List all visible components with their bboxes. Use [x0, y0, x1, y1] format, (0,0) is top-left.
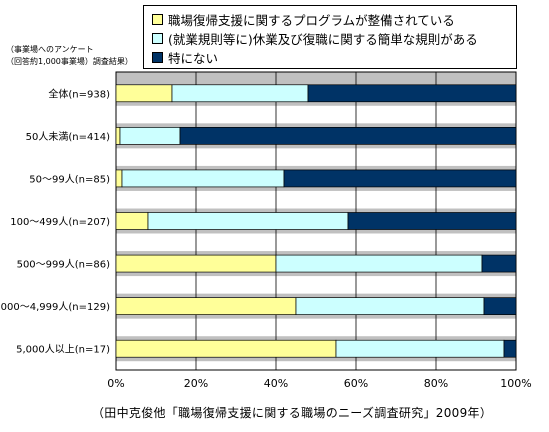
x-tick-label: 100%: [500, 377, 531, 390]
bar-segment: [115, 84, 173, 103]
survey-note-line-2: （回答約1,000事業場）調査結果）: [6, 57, 133, 66]
bar-segment: [503, 339, 517, 358]
bar-segment: [115, 297, 297, 315]
legend-item-none: 特にない: [152, 48, 218, 66]
band-divider: [116, 148, 516, 166]
legend-swatch-rules: [152, 32, 163, 44]
band-divider: [116, 105, 516, 124]
category-label: 1,000〜4,999人(n=129): [0, 301, 110, 313]
band-divider: [116, 318, 516, 337]
x-tick-label: 80%: [424, 377, 448, 390]
category-label: 50〜99人(n=85): [29, 173, 110, 185]
x-tick-label: 0%: [107, 377, 124, 390]
legend-label-program: 職場復帰支援に関するプログラムが整備されている: [168, 12, 455, 28]
legend-label-rules: (就業規則等に)休業及び復職に関する簡単な規則がある: [168, 31, 478, 47]
survey-note: （事業場へのアンケート （回答約1,000事業場）調査結果）: [6, 44, 133, 68]
bar-segment: [283, 169, 517, 188]
band-divider: [116, 233, 516, 252]
bar-segment: [275, 254, 483, 273]
bar-segment: [347, 212, 517, 230]
x-tick-label: 60%: [344, 377, 368, 390]
category-label: 500〜999人(n=86): [17, 259, 111, 271]
chart-legend: 職場復帰支援に関するプログラムが整備されている (就業規則等に)休業及び復職に関…: [143, 5, 517, 69]
legend-item-program: 職場復帰支援に関するプログラムが整備されている: [152, 10, 455, 28]
bar-segment: [115, 339, 337, 358]
bar-segment: [335, 339, 505, 358]
bar-segment: [295, 297, 485, 315]
x-tick-label: 40%: [264, 377, 288, 390]
bar-segment: [115, 254, 277, 273]
legend-swatch-none: [152, 51, 163, 63]
bar-segment: [115, 169, 123, 188]
bar-segment: [115, 212, 149, 230]
legend-label-none: 特にない: [168, 50, 219, 66]
x-tick-label: 20%: [184, 377, 208, 390]
bar-segment: [171, 84, 309, 103]
category-label: 50人未満(n=414): [26, 131, 110, 143]
legend-item-rules: (就業規則等に)休業及び復職に関する簡単な規則がある: [152, 29, 478, 47]
band-divider: [116, 276, 516, 294]
source-citation: （田中克俊他「職場復帰支援に関する職場のニーズ調査研究」2009年）: [92, 406, 493, 420]
category-label: 全体(n=938): [48, 87, 110, 100]
bar-segment: [147, 212, 349, 230]
category-label: 5,000人以上(n=17): [16, 344, 110, 356]
bar-segment: [483, 297, 517, 315]
category-label: 100〜499人(n=207): [10, 216, 110, 228]
band-divider: [116, 190, 516, 209]
bar-segment: [119, 127, 181, 145]
legend-swatch-program: [152, 13, 163, 25]
bar-segment: [121, 169, 285, 188]
bar-segment: [307, 84, 517, 103]
bar-segment: [481, 254, 517, 273]
bar-segment: [179, 127, 517, 145]
survey-note-line-1: （事業場へのアンケート: [6, 45, 94, 54]
bar-segment: [115, 127, 121, 145]
